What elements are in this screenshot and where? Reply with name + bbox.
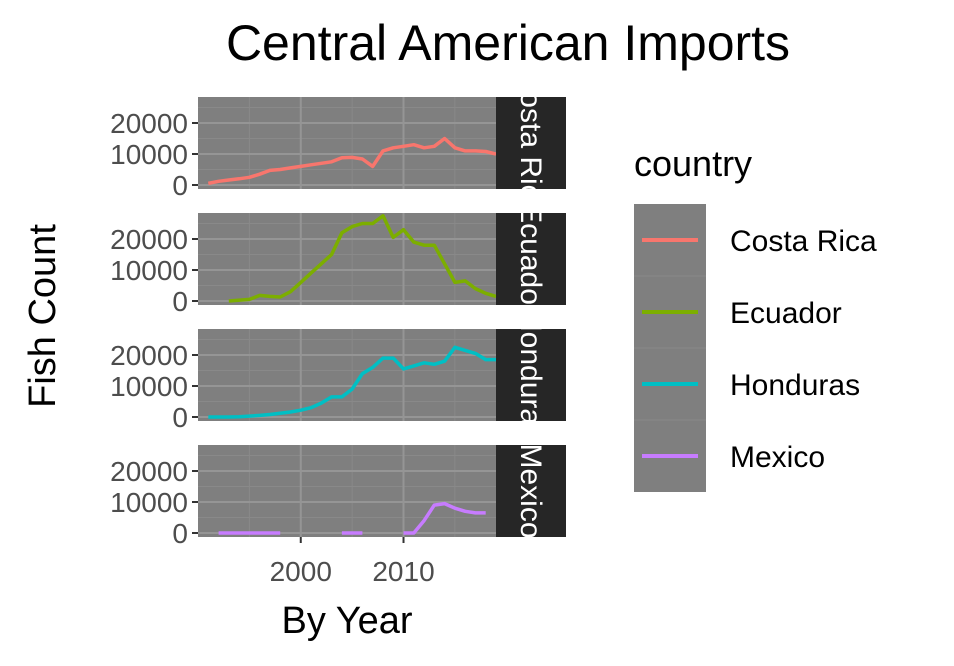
y-axis-title: Fish Count	[22, 224, 64, 408]
legend-label-ecuador: Ecuador	[730, 297, 842, 330]
series-line-honduras	[208, 345, 496, 419]
strip-label-mexico: Mexico	[514, 443, 547, 538]
series-line-mexico	[403, 501, 486, 535]
panel-background	[198, 213, 496, 305]
series-line-ecuador	[228, 214, 496, 303]
strip-label-costa-rica: Costa Rica	[514, 70, 547, 217]
legend-label-mexico: Mexico	[730, 441, 825, 474]
strip-background	[496, 445, 566, 537]
strip-label-honduras: Honduras	[514, 310, 547, 440]
legend-label-honduras: Honduras	[730, 369, 860, 402]
y-tick-label: 0	[172, 518, 188, 549]
x-axis: 2000 2010	[270, 537, 435, 587]
y-tick-label: 20000	[110, 456, 188, 487]
y-tick-label: 10000	[110, 139, 188, 170]
y-tick-label: 20000	[110, 224, 188, 255]
legend-keys: Costa Rica Ecuador Honduras Mexico	[634, 204, 877, 492]
y-tick-label: 0	[172, 402, 188, 433]
strip-background	[496, 329, 566, 421]
y-tick-label: 10000	[110, 487, 188, 518]
x-axis-title: By Year	[282, 600, 413, 642]
y-tick-label: 10000	[110, 371, 188, 402]
strip-background	[496, 213, 566, 305]
strip-background	[496, 97, 566, 189]
strip-label-ecuador: Ecuador	[514, 203, 547, 315]
y-tick-label: 20000	[110, 108, 188, 139]
series-line-costa-rica	[207, 136, 496, 186]
legend: country Costa Rica Ecuador Honduras Mexico	[634, 143, 877, 492]
panel-background	[198, 97, 496, 189]
x-tick-label: 2010	[372, 556, 434, 587]
legend-label-costa-rica: Costa Rica	[730, 225, 877, 258]
x-tick-label: 2000	[270, 556, 332, 587]
y-tick-label: 0	[172, 170, 188, 201]
y-tick-label: 10000	[110, 255, 188, 286]
chart-title: Central American Imports	[226, 15, 790, 71]
y-tick-label: 20000	[110, 340, 188, 371]
panel-background	[198, 329, 496, 421]
legend-title: country	[634, 143, 752, 184]
panel-background	[198, 445, 496, 537]
y-tick-label: 0	[172, 286, 188, 317]
